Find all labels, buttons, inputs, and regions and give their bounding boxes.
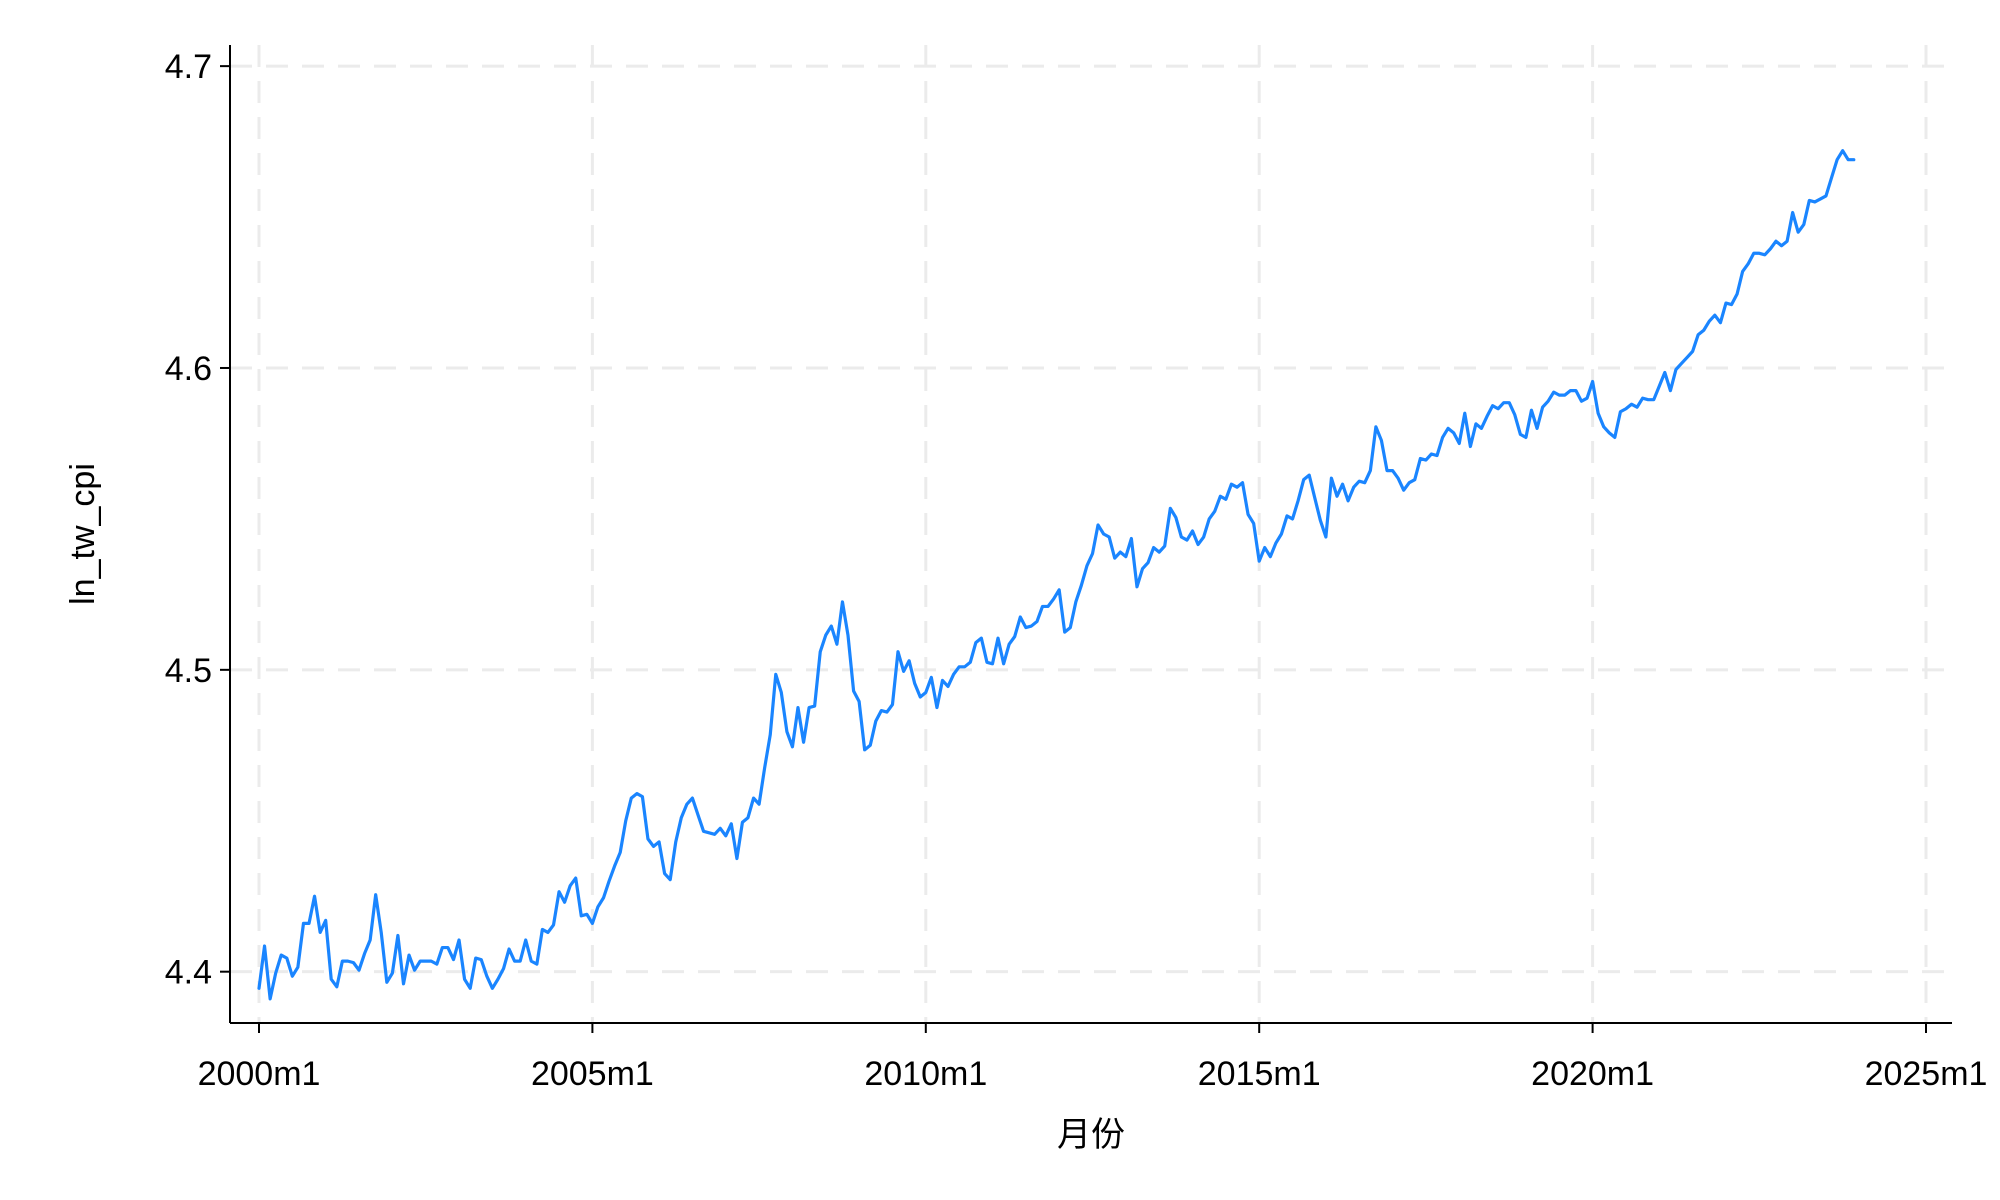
x-axis-title: 月份 [1057, 1116, 1125, 1154]
x-axis-ticks: 2000m1 2005m1 2010m1 2015m1 2020m1 2025m1 [198, 1023, 1988, 1093]
y-tick-label: 4.5 [165, 652, 212, 690]
y-tick-label: 4.4 [165, 954, 212, 992]
x-tick-label: 2000m1 [198, 1055, 321, 1093]
y-tick-label: 4.6 [165, 350, 212, 388]
axes [229, 45, 1952, 1024]
y-axis-title: ln_tw_cpi [64, 463, 102, 605]
x-tick-label: 2020m1 [1531, 1055, 1654, 1093]
grid-lines [230, 45, 1952, 1023]
x-tick-label: 2005m1 [531, 1055, 654, 1093]
x-tick-label: 2025m1 [1865, 1055, 1988, 1093]
x-tick-label: 2015m1 [1198, 1055, 1321, 1093]
y-tick-label: 4.7 [165, 48, 212, 86]
series-line-ln-tw-cpi [257, 149, 1856, 1001]
x-tick-label: 2010m1 [864, 1055, 987, 1093]
y-axis-ticks: 4.4 4.5 4.6 4.7 [165, 48, 230, 992]
